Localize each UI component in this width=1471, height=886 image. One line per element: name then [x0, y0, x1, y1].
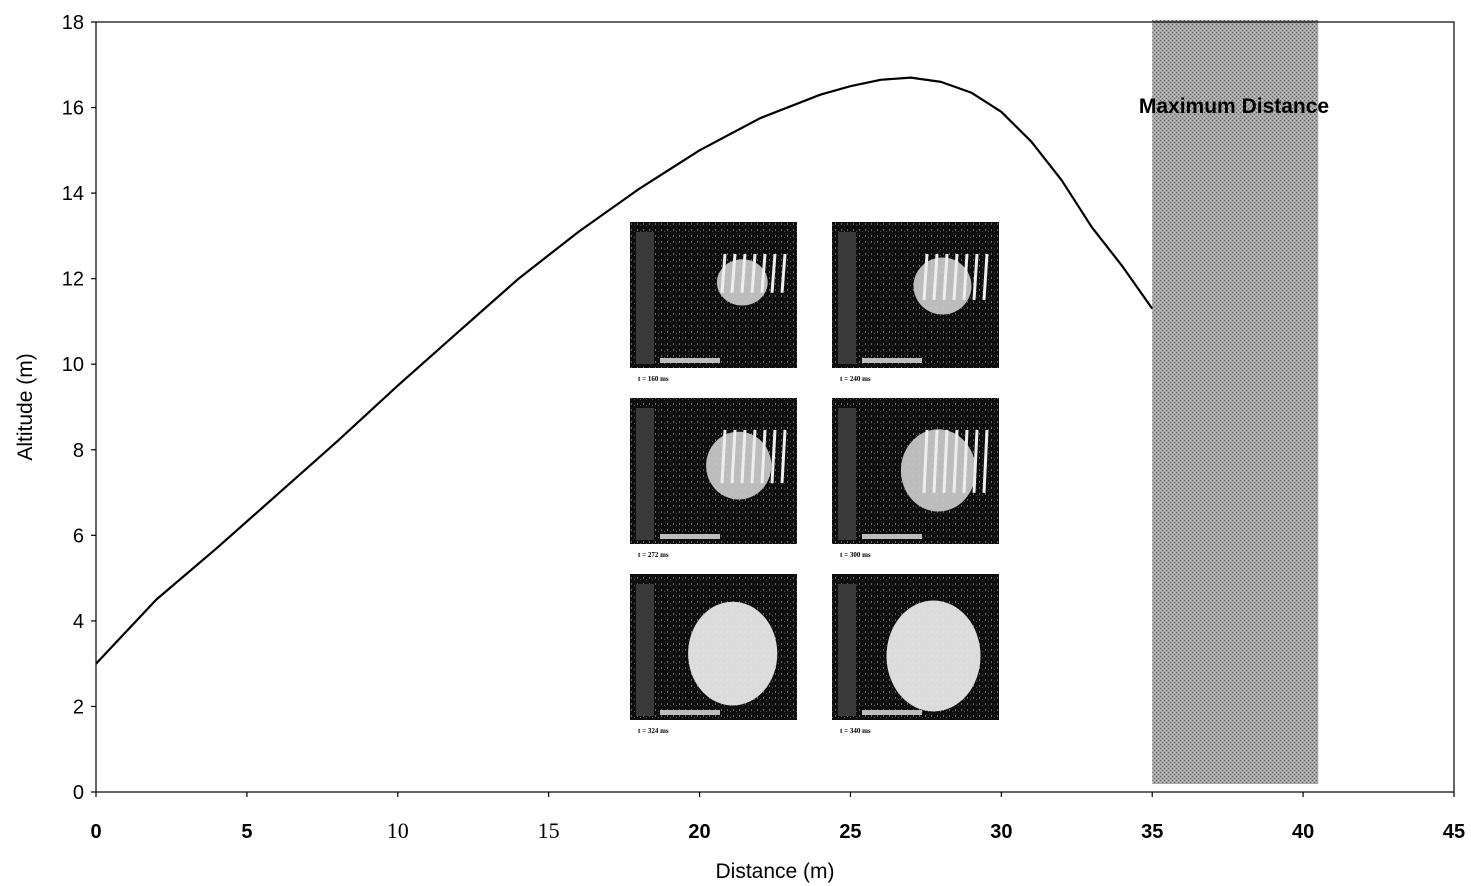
frame-ground	[660, 358, 720, 363]
frame-caption: t = 240 ms	[840, 375, 871, 383]
frame-streak	[982, 429, 989, 493]
frame-streak	[780, 429, 787, 484]
frame-ground	[862, 358, 922, 363]
frame-streak	[720, 253, 727, 293]
frame-streak	[760, 253, 767, 293]
frame-streak	[770, 429, 777, 484]
frame-streak	[922, 429, 929, 493]
x-tick-label: 5	[241, 821, 252, 843]
frame-caption: t = 272 ms	[638, 551, 669, 559]
x-tick-label: 10	[387, 818, 409, 843]
frame-streak	[952, 253, 959, 301]
y-tick-label: 8	[73, 440, 84, 462]
frame-ground	[660, 710, 720, 715]
plot-area-frame	[95, 21, 1455, 793]
maximum-distance-band	[1152, 20, 1319, 784]
frame-plume	[688, 601, 778, 706]
frame-structure	[838, 232, 856, 364]
frame-streak	[942, 429, 949, 493]
trajectory-line	[95, 76, 1154, 665]
y-tick-label: 18	[62, 12, 84, 34]
frame-streak	[972, 429, 979, 493]
frame-plume	[913, 257, 972, 315]
frame-streak	[720, 429, 727, 484]
maximum-distance-label: Maximum Distance	[1139, 95, 1329, 118]
frame-streak	[780, 253, 787, 293]
frame-structure	[838, 584, 856, 716]
y-tick-label: 10	[62, 354, 84, 376]
frame-caption: t = 324 ms	[638, 727, 669, 735]
inset-frame: t = 324 ms	[630, 574, 797, 735]
frame-caption: t = 300 ms	[840, 551, 871, 559]
frame-structure	[838, 408, 856, 540]
x-axis-title: Distance (m)	[715, 860, 834, 883]
frame-streak	[962, 253, 969, 301]
y-tick-label: 2	[73, 696, 84, 718]
x-tick-label: 20	[688, 821, 710, 843]
x-axis-ticks: 0 5 10 15 20 25 30 35 40 45	[90, 792, 1465, 843]
frame-streak	[760, 429, 767, 484]
x-tick-label: 45	[1443, 821, 1465, 843]
inset-frame: t = 300 ms	[832, 398, 999, 559]
y-axis-title: Altitude (m)	[14, 353, 37, 460]
x-tick-label: 0	[90, 821, 101, 843]
x-tick-label: 30	[990, 821, 1012, 843]
x-tick-label: 25	[839, 821, 861, 843]
frame-caption: t = 340 ms	[840, 727, 871, 735]
frame-structure	[636, 584, 654, 716]
frame-streak	[740, 253, 747, 293]
frame-streak	[962, 429, 969, 493]
x-tick-label: 35	[1141, 821, 1163, 843]
frame-ground	[660, 534, 720, 539]
inset-frame: t = 240 ms	[832, 222, 999, 383]
frame-ground	[862, 534, 922, 539]
y-tick-label: 4	[73, 611, 84, 633]
inset-frame: t = 272 ms	[630, 398, 797, 559]
frame-noise	[630, 222, 797, 368]
inset-photo-grid: t = 160 ms t = 240 ms t = 272 ms t = 300 ms…	[630, 222, 999, 735]
frame-structure	[636, 232, 654, 364]
frame-streak	[932, 429, 939, 493]
frame-plume	[886, 600, 981, 712]
frame-streak	[932, 253, 939, 301]
x-tick-label: 40	[1292, 821, 1314, 843]
frame-streak	[750, 429, 757, 484]
frame-streak	[770, 253, 777, 293]
frame-streak	[740, 429, 747, 484]
y-tick-label: 12	[62, 269, 84, 291]
series-layer	[95, 76, 1154, 665]
y-tick-label: 14	[62, 183, 84, 205]
inset-frame: t = 160 ms	[630, 222, 797, 383]
frame-streak	[750, 253, 757, 293]
frame-streak	[942, 253, 949, 301]
frame-structure	[636, 408, 654, 540]
frame-streak	[730, 429, 737, 484]
frame-streak	[922, 253, 929, 301]
frame-caption: t = 160 ms	[638, 375, 669, 383]
y-tick-label: 16	[62, 98, 84, 120]
frame-streak	[972, 253, 979, 301]
y-tick-label: 6	[73, 525, 84, 547]
y-axis-ticks: 0 2 4 6 8 10 12 14 16 18	[62, 12, 96, 804]
frame-streak	[952, 429, 959, 493]
x-tick-label: 15	[538, 818, 560, 843]
frame-ground	[862, 710, 922, 715]
frame-streak	[730, 253, 737, 293]
frame-streak	[982, 253, 989, 301]
y-tick-label: 0	[73, 782, 84, 804]
inset-frame: t = 340 ms	[832, 574, 999, 735]
